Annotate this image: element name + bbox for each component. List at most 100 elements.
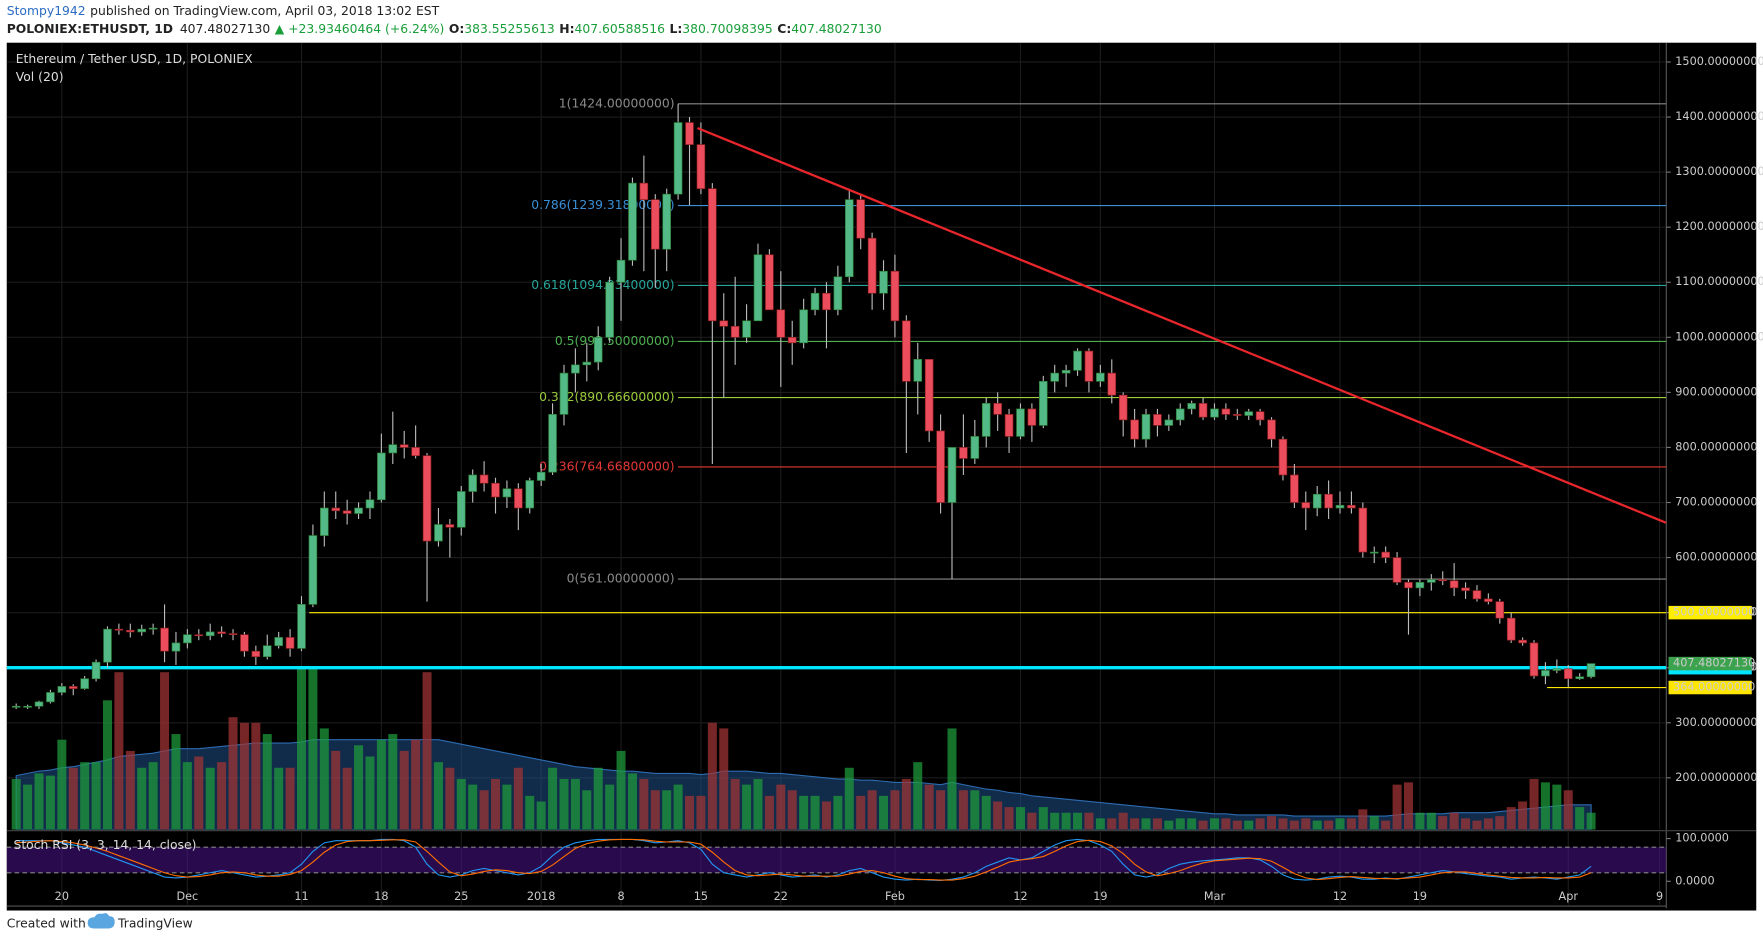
candle-body	[1187, 403, 1196, 410]
candle-body	[673, 122, 683, 195]
volume-bar	[1346, 818, 1356, 830]
y-tick-label: 1200.00000000	[1675, 220, 1763, 233]
candle-body	[46, 692, 55, 703]
candle-body	[11, 705, 21, 708]
y-tick-label: 600.00000000	[1675, 551, 1757, 564]
change: ▲ +23.93460464 (+6.24%)	[275, 22, 445, 36]
candle-body	[1438, 579, 1447, 582]
x-tick-label: 8	[617, 890, 624, 903]
candle-body	[1312, 493, 1322, 509]
volume-bar	[764, 795, 774, 830]
candle-body	[1472, 590, 1482, 600]
x-tick-label: Apr	[1559, 890, 1579, 903]
fib-label: 1(1424.00000000)	[559, 96, 675, 110]
symbol-line: POLONIEX:ETHUSDT, 1D 407.48027130 ▲ +23.93…	[7, 22, 882, 36]
x-tick-label: Feb	[885, 890, 905, 903]
volume-bar	[673, 784, 683, 830]
x-tick-label: Dec	[176, 890, 198, 903]
volume-bar	[354, 745, 364, 830]
candle-body	[1039, 381, 1048, 426]
candle-body	[456, 491, 466, 528]
candle-body	[947, 447, 957, 503]
volume-bar	[1335, 818, 1345, 830]
candle-body	[377, 452, 386, 501]
volume-bar	[1552, 784, 1562, 830]
candle-body	[890, 270, 900, 322]
volume-bar	[1244, 820, 1254, 830]
volume-bar	[1038, 807, 1048, 830]
x-tick-label: 18	[374, 890, 388, 903]
candle-body	[593, 336, 603, 363]
volume-bar	[376, 739, 386, 830]
candle-body	[730, 325, 740, 338]
candle-body	[856, 199, 865, 239]
candle-body	[1153, 414, 1162, 426]
candle-body	[1381, 551, 1390, 558]
candle-body	[285, 637, 295, 649]
trendline	[697, 127, 1667, 524]
volume-bar	[45, 775, 55, 830]
candle-body	[468, 474, 477, 492]
volume-bar	[1221, 818, 1231, 830]
candle-body	[342, 510, 352, 514]
ohlc-key: O:	[449, 22, 464, 36]
volume-bar	[1118, 812, 1128, 830]
candle-body	[491, 482, 500, 498]
candle-body	[91, 661, 101, 680]
candle-body	[787, 336, 797, 344]
volume-bar	[285, 767, 295, 830]
volume-bar	[1164, 820, 1174, 830]
volume-bar	[80, 762, 90, 830]
candle-body	[1415, 582, 1425, 589]
volume-bar	[1563, 790, 1573, 830]
ohlc-key: L:	[669, 22, 682, 36]
header-line: Stompy1942 published on TradingView.com, …	[7, 4, 440, 18]
candle-body	[1449, 580, 1459, 589]
candle-body	[685, 122, 694, 145]
candle-body	[981, 403, 991, 437]
volume-bar	[57, 739, 67, 830]
fib-label: 0.382(890.66600000)	[539, 390, 674, 404]
author[interactable]: Stompy1942	[7, 4, 86, 18]
volume-bar	[810, 795, 820, 830]
volume-bar	[319, 728, 329, 830]
candle-body	[822, 292, 831, 311]
volume-bar	[148, 762, 158, 830]
volume-bar	[1278, 818, 1288, 830]
candle-body	[502, 488, 512, 498]
volume-bar	[274, 767, 284, 830]
candle-body	[137, 628, 146, 633]
volume-bar	[308, 666, 318, 830]
y-tick-label: 1300.00000000	[1675, 165, 1763, 178]
volume-bar	[707, 722, 717, 830]
volume-bar	[433, 762, 443, 830]
volume-bar	[776, 784, 786, 830]
candle-body	[57, 686, 67, 693]
y-tick-label: 0.0000	[1675, 874, 1714, 887]
y-tick-label: 1100.00000000	[1675, 275, 1763, 288]
stoch-pane	[6, 831, 1667, 905]
candle-body	[810, 292, 820, 311]
volume-bar	[23, 784, 33, 830]
candle-body	[1118, 394, 1128, 421]
volume-bar	[685, 795, 695, 830]
volume-bar	[1130, 818, 1140, 830]
candle-body	[1050, 372, 1059, 382]
volume-bar	[559, 779, 569, 830]
footer-brand[interactable]: TradingView	[117, 917, 193, 931]
published: published on TradingView.com, April 03, …	[90, 4, 439, 18]
volume-bar	[102, 700, 112, 830]
volume-bar	[1575, 807, 1585, 830]
volume-bar	[251, 722, 261, 830]
candle-body	[1347, 504, 1356, 509]
volume-bar	[1289, 820, 1299, 830]
fib-label: 0(561.00000000)	[567, 572, 675, 586]
volume-bar	[890, 790, 900, 830]
volume-bar	[1095, 818, 1105, 830]
candle-body	[571, 364, 580, 374]
candle-body	[582, 361, 592, 366]
volume-bar	[114, 672, 124, 830]
y-tick-label: 1000.00000000	[1675, 330, 1763, 343]
candle-body	[708, 188, 717, 322]
candle-body	[479, 474, 489, 484]
